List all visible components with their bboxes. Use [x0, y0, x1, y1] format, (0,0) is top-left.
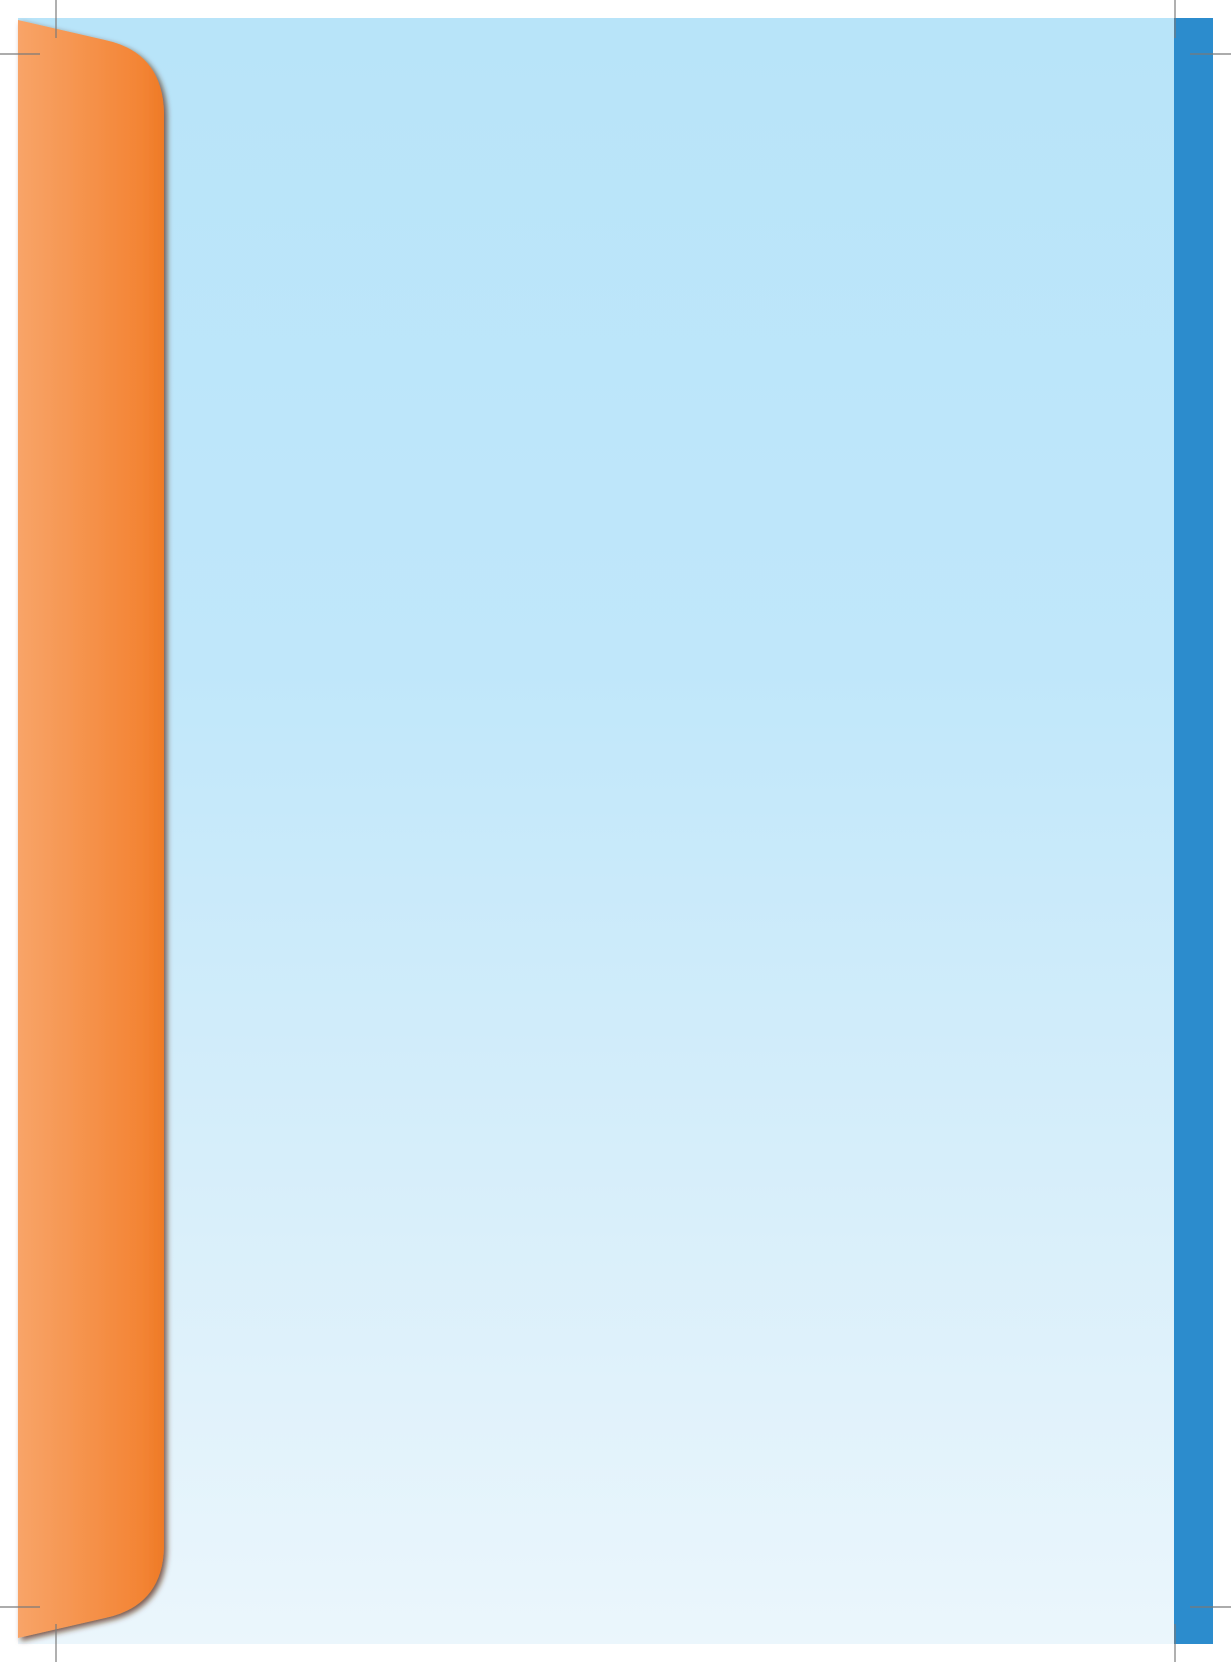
- page-background-panel: [18, 18, 1174, 1644]
- orange-side-tab: [18, 20, 164, 1638]
- right-edge-stripe: [1174, 18, 1213, 1644]
- orange-tab-shape: [18, 20, 164, 1638]
